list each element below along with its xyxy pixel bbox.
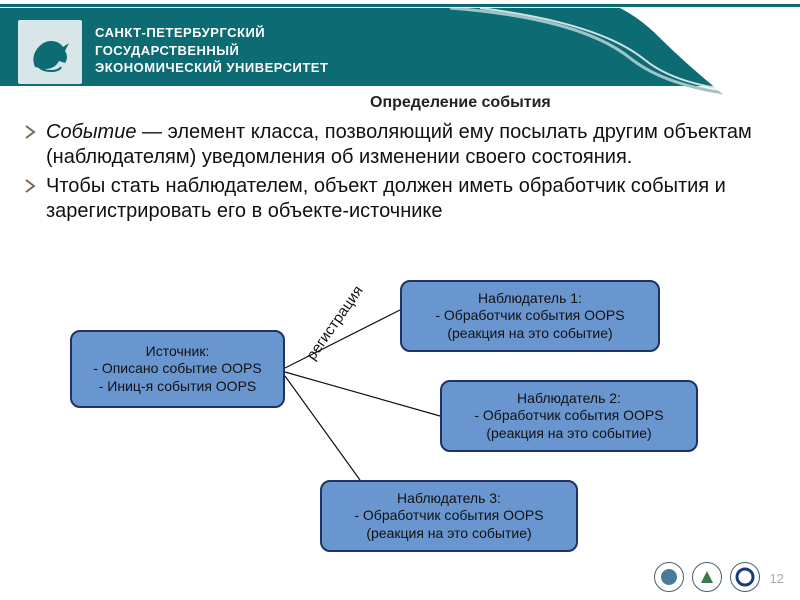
bullet-2: Чтобы стать наблюдателем, объект должен … — [24, 174, 776, 224]
uni-line2: ГОСУДАРСТВЕННЫЙ — [95, 42, 328, 60]
university-logo — [18, 20, 82, 84]
griffin-icon — [25, 27, 75, 77]
uni-line1: САНКТ-ПЕТЕРБУРГСКИЙ — [95, 24, 328, 42]
header: САНКТ-ПЕТЕРБУРГСКИЙ ГОСУДАРСТВЕННЫЙ ЭКОН… — [0, 0, 800, 100]
footer-logos — [654, 562, 760, 592]
footer-logo-1 — [654, 562, 684, 592]
header-bar: САНКТ-ПЕТЕРБУРГСКИЙ ГОСУДАРСТВЕННЫЙ ЭКОН… — [0, 8, 800, 86]
node-line: Наблюдатель 3: — [397, 490, 501, 508]
node-line: - Обработчик события OOPS — [474, 407, 663, 425]
diagram: регистрация Источник:- Описано событие OO… — [0, 280, 800, 600]
bullet-1-em: Событие — [46, 121, 136, 143]
chevron-icon — [24, 178, 40, 194]
bullet-1-text: Событие — элемент класса, позволяющий ем… — [46, 120, 776, 170]
node-line: - Описано событие OOPS — [93, 360, 261, 378]
node-obs2: Наблюдатель 2:- Обработчик события OOPS(… — [440, 380, 698, 452]
node-source: Источник:- Описано событие OOPS- Иниц-я … — [70, 330, 285, 408]
node-line: - Обработчик события OOPS — [435, 307, 624, 325]
node-line: - Иниц-я события OOPS — [99, 378, 257, 396]
bullet-2-text: Чтобы стать наблюдателем, объект должен … — [46, 174, 776, 224]
node-obs1: Наблюдатель 1:- Обработчик события OOPS(… — [400, 280, 660, 352]
node-line: (реакция на это событие) — [366, 525, 531, 543]
university-title: САНКТ-ПЕТЕРБУРГСКИЙ ГОСУДАРСТВЕННЫЙ ЭКОН… — [95, 24, 328, 77]
node-line: (реакция на это событие) — [486, 425, 651, 443]
node-line: - Обработчик события OOPS — [354, 507, 543, 525]
bullet-1: Событие — элемент класса, позволяющий ем… — [24, 120, 776, 170]
uni-line3: ЭКОНОМИЧЕСКИЙ УНИВЕРСИТЕТ — [95, 59, 328, 77]
slide-title: Определение события — [370, 94, 551, 112]
node-line: Наблюдатель 1: — [478, 290, 582, 308]
bullet-1-rest: — элемент класса, позволяющий ему посыла… — [46, 121, 752, 168]
node-line: Источник: — [146, 343, 210, 361]
node-line: Наблюдатель 2: — [517, 390, 621, 408]
edge-label: регистрация — [303, 283, 367, 364]
footer-logo-3 — [730, 562, 760, 592]
bullet-2-rest: Чтобы стать наблюдателем, объект должен … — [46, 175, 726, 222]
page-number: 12 — [770, 571, 784, 586]
chevron-icon — [24, 124, 40, 140]
header-deco — [440, 8, 800, 108]
node-obs3: Наблюдатель 3:- Обработчик события OOPS(… — [320, 480, 578, 552]
header-top-line — [0, 4, 800, 7]
content: Событие — элемент класса, позволяющий ем… — [24, 120, 776, 228]
footer-logo-2 — [692, 562, 722, 592]
node-line: (реакция на это событие) — [447, 325, 612, 343]
